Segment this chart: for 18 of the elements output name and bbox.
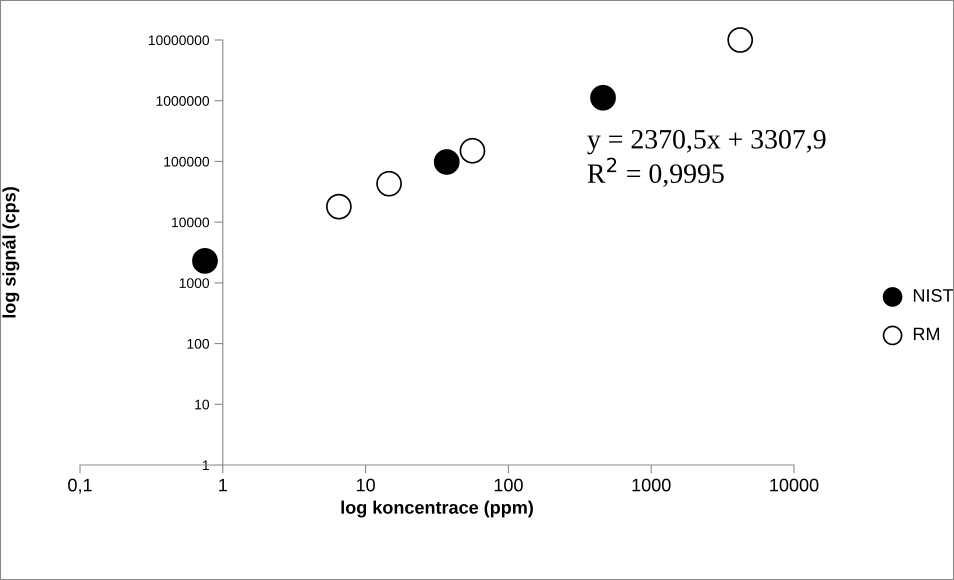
x-tick-label: 1 <box>219 478 227 492</box>
x-tick-label: 100 <box>494 478 523 492</box>
legend-label: RM <box>914 328 940 340</box>
x-axis-title: log koncentrace (ppm) <box>341 500 533 518</box>
legend-label: NIST <box>914 289 954 302</box>
y-tick-label: 1000 <box>180 278 210 288</box>
y-tick-label: 100000 <box>164 156 210 167</box>
y-tick-label: 1000000 <box>156 96 210 106</box>
y-tick-label: 10000000 <box>148 35 210 46</box>
y-axis-title: log signál (cps) <box>2 187 20 318</box>
x-tick-label: 10000 <box>770 478 818 492</box>
annotation: y = 2370,5x + 3307,9 R$^{2}$ = 0,9995 <box>587 130 826 187</box>
x-tick-label: 1000 <box>632 478 671 492</box>
y-tick-label: 100 <box>187 338 210 349</box>
y-tick-label: 10000 <box>172 217 210 228</box>
x-tick-label: 0,1 <box>68 478 92 494</box>
x-tick-label: 10 <box>356 478 375 492</box>
y-tick-label: 10 <box>195 400 210 410</box>
